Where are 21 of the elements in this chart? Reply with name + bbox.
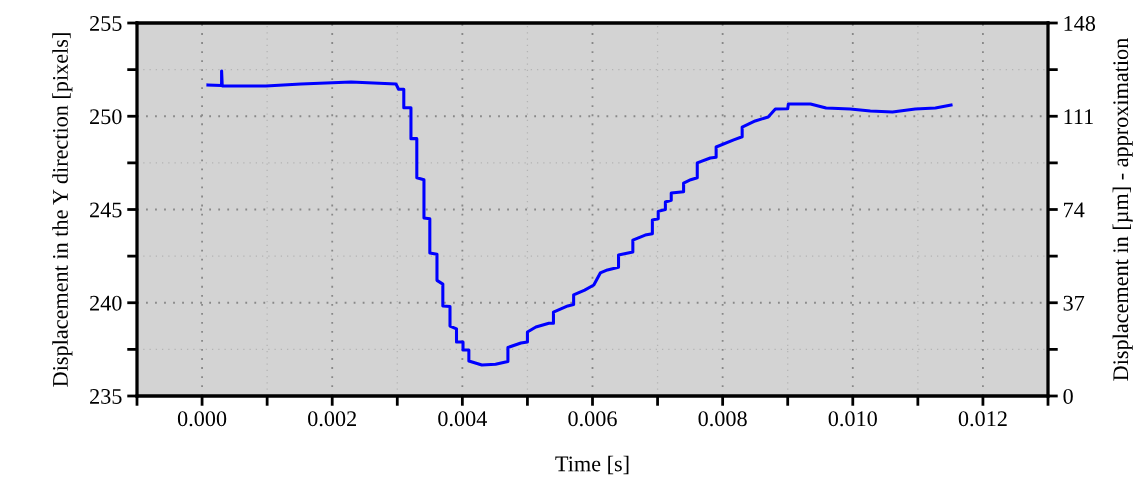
y2-tick-label: 111 — [1064, 109, 1093, 124]
y-axis-title: Displacement in the Y direction [pixels] — [52, 33, 73, 387]
y2-axis-title: Displacement in [µm] - approximation — [1112, 38, 1133, 381]
line-series — [206, 69, 953, 367]
y-tick-label: 240 — [90, 295, 122, 311]
y2-tick-label: 0 — [1063, 388, 1073, 404]
y2-tick-label: 74 — [1064, 202, 1085, 218]
x-tick-label: 0.004 — [438, 411, 488, 427]
y-tick-label: 255 — [90, 15, 122, 31]
y2-tick-label: 37 — [1063, 295, 1085, 311]
y-tick-label: 235 — [90, 388, 122, 404]
x-tick-label: 0.006 — [568, 411, 617, 427]
x-tick-label: 0.008 — [698, 411, 747, 427]
y2-tick-label: 148 — [1064, 15, 1096, 31]
x-tick-label: 0.002 — [308, 411, 356, 427]
x-tick-label: 0.012 — [958, 411, 1007, 427]
y-tick-label: 250 — [90, 109, 122, 125]
x-tick-label: 0.000 — [177, 411, 227, 427]
x-tick-label: 0.010 — [828, 411, 877, 427]
y-tick-label: 245 — [90, 202, 122, 218]
x-axis-title: Time [s] — [555, 455, 629, 475]
